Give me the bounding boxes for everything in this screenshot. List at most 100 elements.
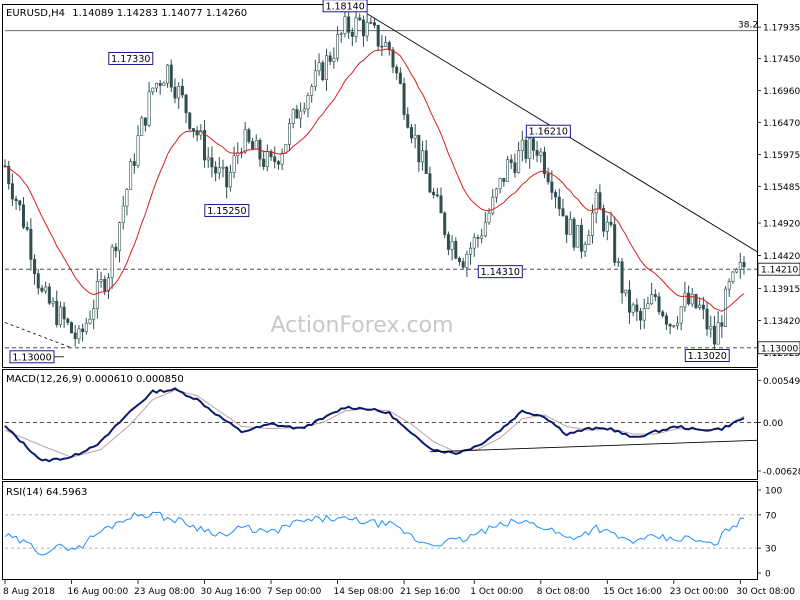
candle-body (642, 308, 646, 321)
candle-body (347, 16, 351, 33)
candle-body (683, 292, 687, 308)
candle-body (354, 17, 358, 37)
candle-body (694, 294, 698, 308)
price-overlays (4, 48, 745, 312)
candle-body (162, 82, 166, 86)
candle-body (565, 215, 569, 235)
watermark-text: ActionForex.com (271, 313, 454, 338)
annotation-value: 1.13000 (12, 352, 51, 363)
candle-body (203, 130, 207, 161)
candle-body (92, 308, 96, 320)
candle-body (646, 303, 650, 309)
candle-body (421, 150, 425, 163)
candle-body (439, 195, 443, 214)
candle-body (81, 328, 85, 332)
candle-body (228, 172, 232, 188)
candle-body (583, 244, 587, 252)
candle-body (738, 262, 742, 270)
candle-body (443, 212, 447, 235)
candle-body (446, 234, 450, 250)
candle-body (406, 114, 410, 128)
time-tick-label: 15 Oct 16:00 (603, 587, 662, 597)
price-annotations: 1.13000 1.17330 1.15250 1.18140 1.14310 1.162… (9, 0, 730, 363)
time-tick-label: 21 Sep 16:00 (400, 587, 460, 597)
candle-body (731, 271, 735, 282)
candle-body (598, 192, 602, 209)
candle-body (391, 49, 395, 68)
candle-body (509, 159, 513, 163)
candle-body (454, 241, 458, 259)
candle-body (180, 85, 184, 96)
rsi-tick-label: 30 (765, 545, 777, 555)
candle-body (491, 196, 495, 214)
candle-body (132, 161, 136, 166)
candle-body (712, 326, 716, 345)
candle-body (313, 70, 317, 87)
candle-body (55, 301, 59, 325)
candle-body (310, 86, 314, 96)
candle-body (110, 246, 114, 278)
candle-body (542, 151, 546, 175)
candle-body (657, 296, 661, 313)
candle-body (276, 161, 280, 165)
candle-body (140, 117, 144, 136)
candle-body (568, 218, 572, 235)
candle-body (701, 304, 705, 310)
price-title: EURUSD,H4 1.14089 1.14283 1.14077 1.1426… (6, 8, 247, 19)
macd-trendline (429, 439, 758, 453)
candle-body (262, 158, 266, 167)
time-tick-label: 14 Sep 08:00 (334, 587, 394, 597)
candle-body (358, 17, 362, 21)
price-annotation: 1.15250 (204, 204, 250, 217)
candle-body (99, 279, 103, 282)
candle-body (103, 279, 107, 292)
annotation-box (684, 349, 730, 362)
candle-body (206, 157, 210, 161)
candle-body (177, 85, 181, 99)
candle-body (184, 94, 188, 114)
candle-body (572, 218, 576, 248)
time-tick-label: 7 Sep 00:00 (267, 587, 322, 597)
price-tick-label: 1.17450 (763, 55, 800, 65)
candle-body (631, 304, 635, 313)
candle-body (561, 208, 565, 217)
candle-body (432, 191, 436, 196)
candle-body (550, 181, 554, 193)
candle-body (317, 62, 321, 72)
candle-body (62, 306, 66, 320)
candle-body (413, 134, 417, 139)
candle-body (465, 254, 469, 268)
ohlc-values: 1.14089 1.14283 1.14077 1.14260 (72, 8, 247, 19)
candle-body (225, 166, 229, 188)
candle-body (579, 225, 583, 252)
candle-body (191, 128, 195, 131)
price-tick-label: 1.15975 (763, 151, 800, 161)
candle-body (143, 117, 147, 126)
candle-body (47, 286, 51, 304)
candle-body (7, 165, 11, 184)
rsi-y-axis: 100 70 30 0 (757, 487, 782, 580)
price-tick-label: 1.17935 (763, 24, 800, 34)
rsi-line (4, 511, 745, 556)
candle-body (328, 55, 332, 62)
candle-body (273, 156, 277, 162)
candle-body (306, 95, 310, 110)
candle-body (395, 66, 399, 74)
candle-body (524, 139, 528, 159)
candle-body (210, 157, 214, 168)
candle-body (129, 161, 133, 190)
price-tick-label: 1.13915 (763, 285, 800, 295)
candle-body (121, 205, 125, 223)
candle-body (546, 173, 550, 183)
candle-body (742, 262, 746, 268)
price-annotation: 1.13000 (9, 350, 65, 363)
candle-body (88, 318, 92, 324)
price-tick-label: 1.16960 (763, 87, 800, 97)
candle-body (668, 324, 672, 327)
candle-body (114, 246, 118, 252)
candle-body (321, 62, 325, 80)
candle-body (535, 150, 539, 156)
candle-body (476, 237, 480, 239)
candle-body (40, 287, 44, 292)
